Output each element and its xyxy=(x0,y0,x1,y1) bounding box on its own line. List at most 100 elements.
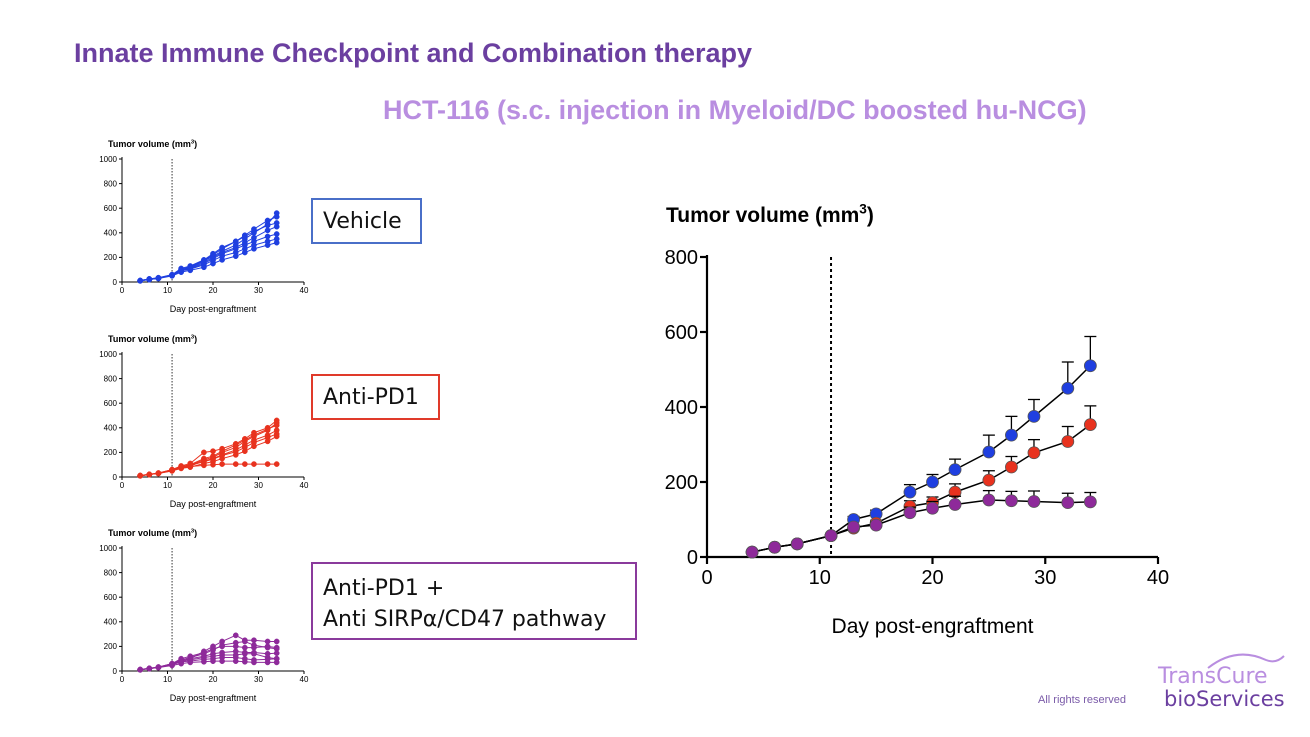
legend-anti-pd1-label: Anti-PD1 xyxy=(323,385,419,410)
data-point xyxy=(264,638,271,645)
data-point xyxy=(264,424,271,431)
data-point xyxy=(232,452,239,458)
data-point xyxy=(219,249,225,256)
data-point xyxy=(242,249,248,256)
data-point xyxy=(251,245,257,252)
data-point xyxy=(155,664,162,670)
data-point xyxy=(251,659,257,666)
data-point xyxy=(869,518,883,532)
data-point xyxy=(146,665,153,672)
data-point xyxy=(273,659,280,666)
y-tick-label: 1000 xyxy=(99,544,117,553)
y-tick-label: 400 xyxy=(665,397,698,419)
vehicle-individual-chart: Tumor volume (mm3) 0 200 400 600 800 1000 0 10 20… xyxy=(99,139,309,314)
legend-anti-pd1: Anti-PD1 xyxy=(311,374,440,420)
y-tick-label: 400 xyxy=(104,229,118,238)
data-point xyxy=(242,650,248,657)
data-point xyxy=(273,461,280,467)
chart-title: Tumor volume (mm3) xyxy=(108,139,197,149)
data-point xyxy=(768,540,782,554)
data-point xyxy=(273,650,280,657)
data-point xyxy=(187,653,194,660)
legend-combo-line2: Anti SIRPα/CD47 pathway xyxy=(323,607,607,632)
y-tick-label: 0 xyxy=(687,547,698,569)
x-axis-label: Day post-engraftment xyxy=(832,615,1034,638)
data-point xyxy=(178,267,185,274)
data-point xyxy=(264,227,271,234)
data-point xyxy=(948,498,962,511)
data-point xyxy=(273,239,280,246)
y-tick-label: 800 xyxy=(104,568,118,577)
x-tick-label: 30 xyxy=(254,675,263,684)
data-point xyxy=(146,471,153,478)
data-point xyxy=(219,257,225,263)
data-point xyxy=(232,253,239,260)
x-tick-label: 10 xyxy=(809,567,831,589)
legend-vehicle-label: Vehicle xyxy=(323,209,402,234)
data-point xyxy=(201,649,207,656)
y-tick-label: 600 xyxy=(104,399,118,408)
data-point xyxy=(926,501,939,515)
legend-vehicle: Vehicle xyxy=(311,198,422,244)
data-point xyxy=(1083,359,1097,373)
data-point xyxy=(251,429,257,436)
data-point xyxy=(1005,460,1018,474)
data-point xyxy=(210,461,216,468)
data-point xyxy=(178,463,185,469)
y-tick-label: 400 xyxy=(104,618,118,627)
data-point xyxy=(745,545,759,559)
x-axis-label: Day post-engraftment xyxy=(170,693,257,703)
data-point xyxy=(1061,381,1075,395)
x-tick-label: 40 xyxy=(1147,567,1169,589)
y-tick-label: 1000 xyxy=(99,155,117,164)
y-tick-label: 200 xyxy=(665,472,698,494)
data-point xyxy=(1027,409,1041,423)
x-tick-label: 20 xyxy=(209,286,218,295)
data-point xyxy=(178,655,185,662)
data-point xyxy=(251,226,257,232)
data-point xyxy=(178,660,185,667)
y-tick-label: 600 xyxy=(104,593,118,602)
y-tick-label: 200 xyxy=(104,642,118,651)
data-point xyxy=(251,650,257,657)
data-point xyxy=(1061,496,1075,510)
company-logo: TransCure bioServices xyxy=(1150,650,1290,714)
data-point xyxy=(264,643,271,650)
data-point xyxy=(201,449,207,456)
combo-individual-chart: Tumor volume (mm3) 0 200 400 600 800 1000 0 10 20… xyxy=(99,528,309,703)
x-tick-label: 20 xyxy=(921,567,943,589)
data-point xyxy=(201,259,207,266)
x-tick-label: 40 xyxy=(300,675,309,684)
data-point xyxy=(137,666,144,673)
data-point xyxy=(155,470,162,476)
legend-combo: Anti-PD1 + Anti SIRPα/CD47 pathway xyxy=(311,562,637,640)
y-tick-label: 800 xyxy=(104,374,118,383)
data-point xyxy=(1005,494,1018,508)
data-point xyxy=(242,644,248,651)
data-point xyxy=(926,475,939,489)
group-mean-chart: Tumor volume (mm3) 0 200 400 600 800 0 10 20 30 40… xyxy=(665,202,1170,638)
data-point xyxy=(273,422,280,429)
y-tick-label: 800 xyxy=(665,247,698,269)
data-point xyxy=(210,254,216,261)
data-point xyxy=(187,265,194,271)
data-point xyxy=(1027,495,1041,508)
data-point xyxy=(790,537,804,551)
data-point xyxy=(273,223,280,230)
logo-text-top: TransCure xyxy=(1158,664,1268,689)
data-point xyxy=(232,643,239,650)
data-point xyxy=(948,463,962,477)
copyright-footer: All rights reserved xyxy=(1038,694,1127,706)
data-point xyxy=(232,440,239,447)
x-tick-label: 20 xyxy=(209,675,218,684)
x-tick-label: 30 xyxy=(254,481,263,490)
data-point xyxy=(242,232,248,239)
data-point xyxy=(903,506,917,520)
chart-title: Tumor volume (mm3) xyxy=(108,334,197,344)
slide-subtitle: HCT-116 (s.c. injection in Myeloid/DC bo… xyxy=(383,95,1087,125)
data-point xyxy=(210,646,216,652)
data-point xyxy=(251,637,257,644)
x-axis-label: Day post-engraftment xyxy=(170,304,257,314)
y-tick-label: 0 xyxy=(113,667,118,676)
data-point xyxy=(1061,435,1075,448)
